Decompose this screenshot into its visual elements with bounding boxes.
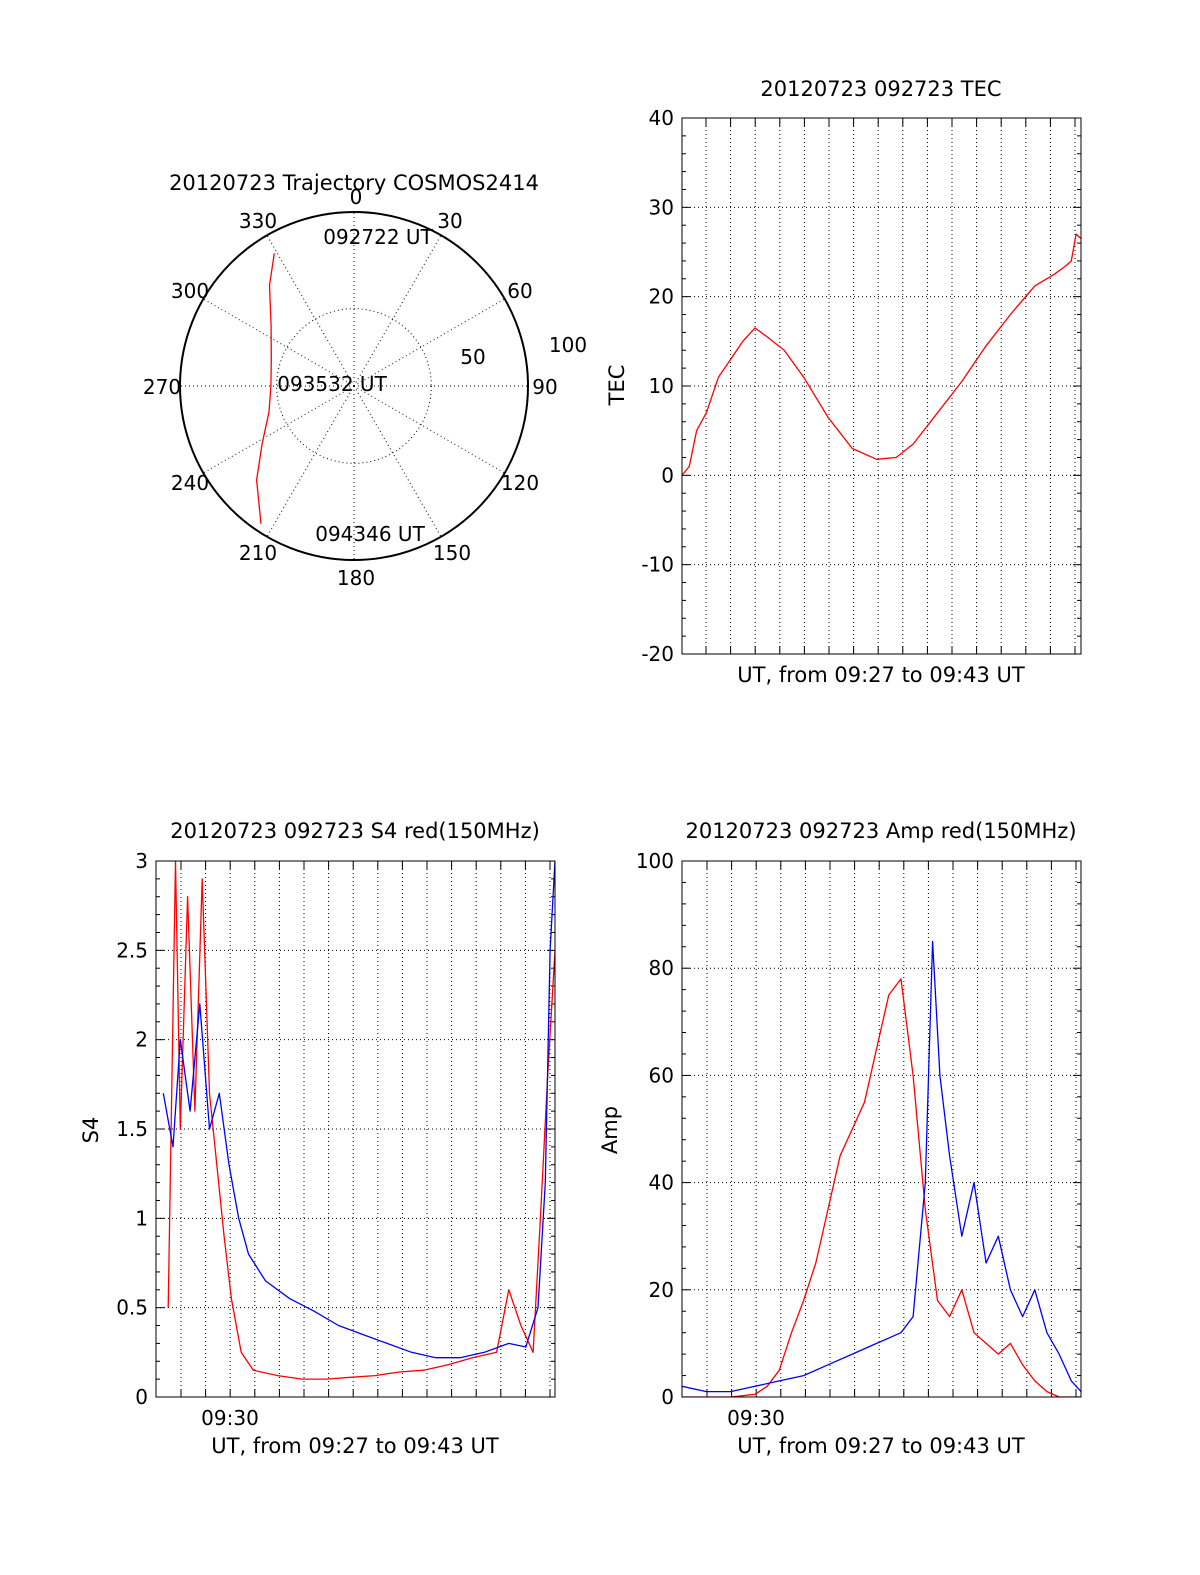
s4-y-tick-label: 2.5: [116, 938, 148, 962]
amp-title: 20120723 092723 Amp red(150MHz): [685, 819, 1076, 843]
amp-series-group: [682, 940, 1081, 1397]
tec-y-tick-label: -10: [641, 553, 674, 577]
amp-y-tick-label: 0: [661, 1385, 674, 1409]
polar-spoke: [353, 385, 505, 474]
s4-x-tick-label: 09:30: [201, 1406, 259, 1430]
s4-series-1-line: [162, 861, 555, 1359]
polar-spoke: [353, 298, 505, 387]
polar-outer-ring: [179, 211, 529, 561]
amp-y-tick-label: 100: [636, 849, 674, 873]
s4-y-tick-label: 1: [135, 1206, 148, 1230]
polar-spoke: [203, 298, 355, 387]
amp-frame: [681, 860, 1082, 1398]
polar-time-annotation: 094346 UT: [315, 522, 425, 546]
polar-azimuth-label: 30: [437, 209, 462, 233]
tec-y-tick-label: 20: [649, 285, 674, 309]
polar-radial-label: 100: [549, 333, 587, 357]
polar-spoke: [266, 385, 355, 537]
polar-trajectory-line: [255, 253, 275, 524]
s4-chart: 20120723 092723 S4 red(150MHz) 0 0.5 1 1.5 2…: [79, 819, 556, 1458]
s4-y-tick-label: 2: [135, 1028, 148, 1052]
polar-time-annotation: 093532 UT: [277, 372, 387, 396]
polar-spoke: [353, 385, 442, 537]
tec-title: 20120723 092723 TEC: [760, 77, 1001, 101]
tec-y-tick-label: 10: [649, 374, 674, 398]
amp-series-1-line: [682, 940, 1081, 1393]
s4-y-tick-label: 3: [135, 849, 148, 873]
polar-radial-label: 50: [460, 345, 485, 369]
polar-azimuth-label: 270: [143, 375, 181, 399]
polar-azimuth-label: 240: [171, 471, 209, 495]
tec-y-tick-label: 30: [649, 195, 674, 219]
s4-series-0-line: [167, 861, 555, 1380]
amp-y-tick-label: 60: [649, 1063, 674, 1087]
amp-chart: 20120723 092723 Amp red(150MHz) 0 20 40 60 8…: [598, 819, 1082, 1458]
tec-y-tick-label: 40: [649, 106, 674, 130]
tec-series-group: [682, 233, 1081, 476]
tec-y-tick-label: -20: [641, 642, 674, 666]
s4-x-label: UT, from 09:27 to 09:43 UT: [211, 1434, 499, 1458]
polar-azimuth-label: 300: [171, 279, 209, 303]
amp-y-tick-label: 20: [649, 1278, 674, 1302]
tec-series-0-line: [682, 233, 1081, 476]
s4-title: 20120723 092723 S4 red(150MHz): [170, 819, 540, 843]
s4-series-group: [162, 861, 555, 1380]
s4-y-label: S4: [79, 1117, 103, 1144]
s4-frame: [155, 860, 556, 1398]
polar-azimuth-label: 330: [239, 209, 277, 233]
amp-x-tick-label: 09:30: [727, 1406, 785, 1430]
polar-spoke: [266, 235, 355, 387]
polar-azimuth-label: 120: [501, 471, 539, 495]
tec-x-label: UT, from 09:27 to 09:43 UT: [737, 663, 1025, 687]
amp-y-tick-label: 80: [649, 956, 674, 980]
polar-time-annotation: 092722 UT: [323, 225, 433, 249]
polar-azimuth-label: 150: [433, 541, 471, 565]
tec-chart: 20120723 092723 TEC -20 -10 0 10 20 30 40 UT, …: [605, 77, 1082, 687]
polar-chart: 20120723 Trajectory COSMOS2414 0 30 60 90 12…: [143, 171, 587, 590]
polar-azimuth-label: 180: [337, 566, 375, 590]
amp-y-tick-label: 40: [649, 1171, 674, 1195]
tec-y-tick-label: 0: [661, 463, 674, 487]
polar-azimuth-label: 60: [507, 279, 532, 303]
s4-y-tick-label: 1.5: [116, 1117, 148, 1141]
amp-y-label: Amp: [598, 1106, 622, 1154]
amp-series-0-line: [682, 978, 1081, 1397]
polar-azimuth-label: 210: [239, 541, 277, 565]
amp-x-label: UT, from 09:27 to 09:43 UT: [737, 1434, 1025, 1458]
polar-title: 20120723 Trajectory COSMOS2414: [169, 171, 539, 195]
tec-frame: [681, 117, 1082, 655]
polar-spoke: [353, 235, 442, 387]
tec-y-label: TEC: [605, 365, 629, 407]
polar-spoke: [203, 385, 355, 474]
polar-azimuth-label: 90: [532, 375, 557, 399]
s4-y-tick-label: 0.5: [116, 1296, 148, 1320]
polar-azimuth-label: 0: [350, 185, 363, 209]
s4-y-tick-label: 0: [135, 1385, 148, 1409]
